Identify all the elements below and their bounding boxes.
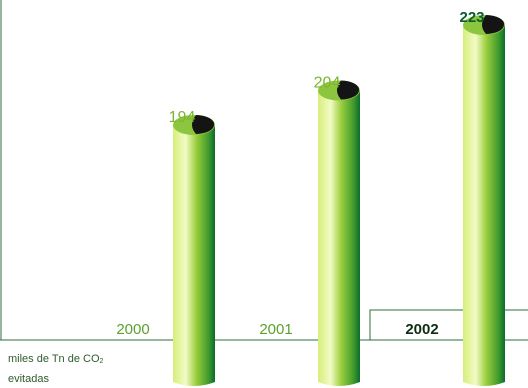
unit-note: miles de Tn de CO2 evitadas	[8, 350, 103, 388]
value-label-2002: 223	[459, 9, 484, 26]
years-layer: 2000 2001 2002	[116, 321, 438, 338]
bar-body-2000	[173, 125, 215, 386]
year-label-2001: 2001	[259, 321, 292, 338]
bar-opening-2001	[337, 80, 360, 100]
bar-opening-2002	[482, 15, 505, 34]
bars-layer	[173, 15, 505, 386]
value-label-2001: 204	[314, 75, 341, 92]
unit-note-prefix: miles de Tn de CO	[8, 353, 100, 365]
labels-layer: 194 204 223	[169, 9, 485, 126]
bar-body-2001	[318, 90, 360, 386]
year-label-2002: 2002	[405, 321, 438, 338]
bar-2002	[463, 15, 505, 386]
unit-note-subscript: 2	[99, 358, 104, 365]
bar-2000	[173, 115, 215, 386]
bar-body-2002	[463, 25, 505, 386]
bar-2001	[318, 80, 360, 386]
year-label-2000: 2000	[116, 321, 149, 338]
unit-note-suffix: evitadas	[8, 373, 49, 385]
value-label-2000: 194	[169, 109, 196, 126]
bar-opening-2000	[192, 115, 215, 134]
